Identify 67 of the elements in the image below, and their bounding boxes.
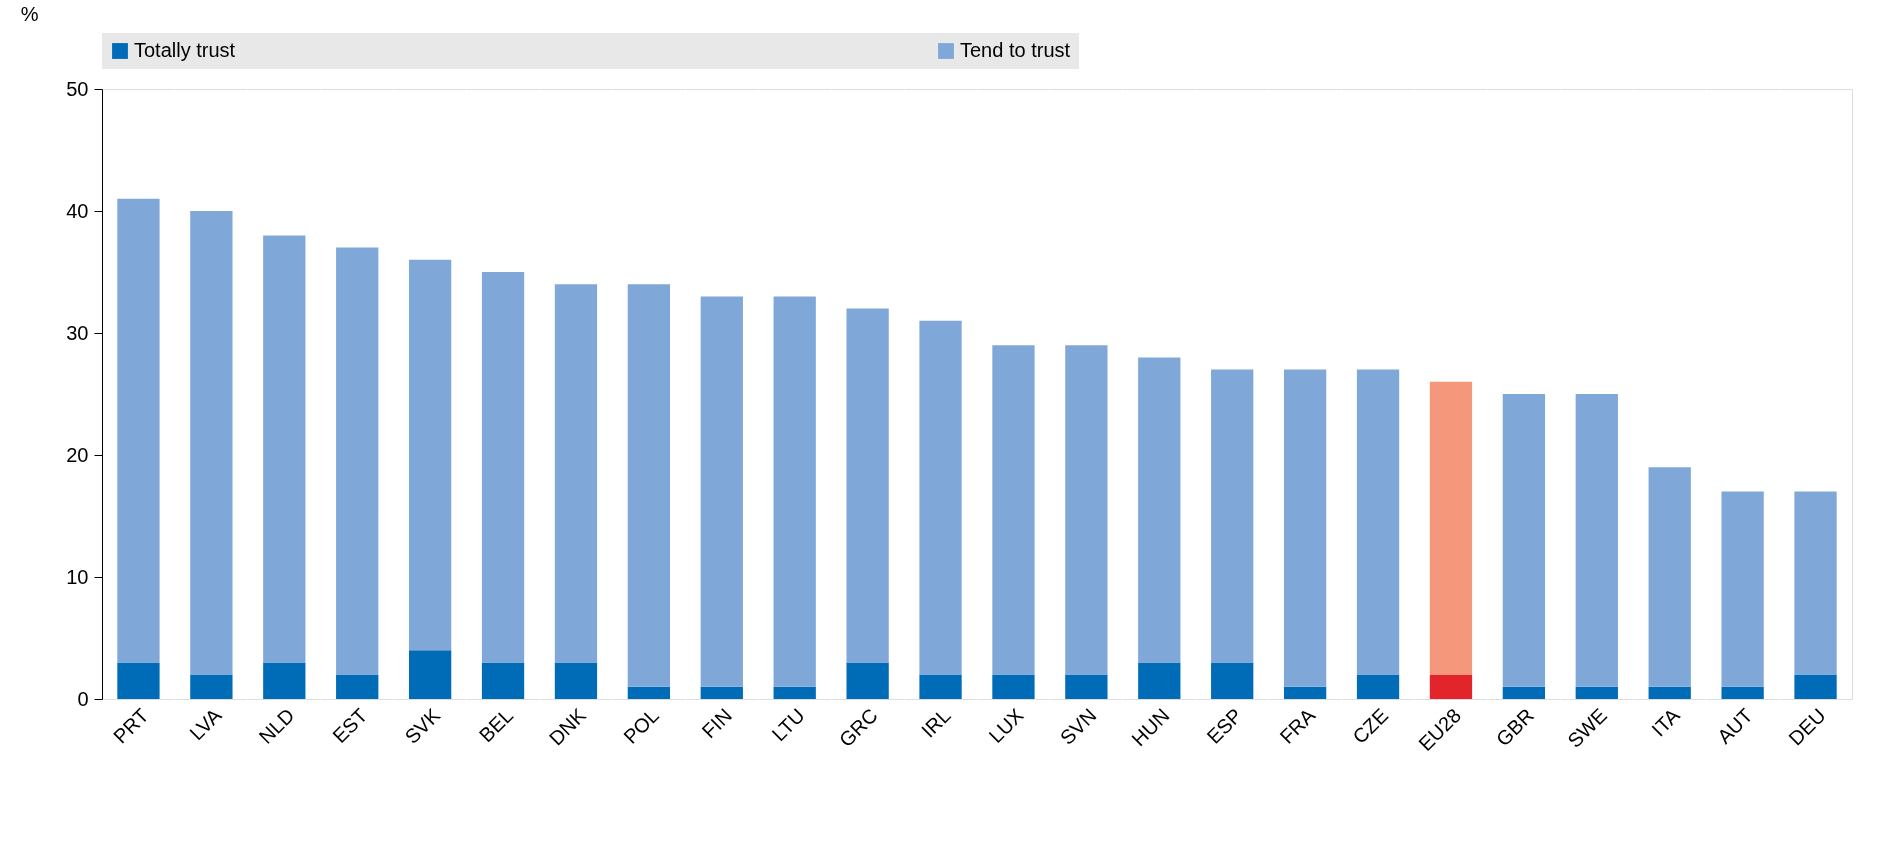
legend-label: Tend to trust <box>960 39 1071 61</box>
bar <box>408 650 452 699</box>
bar <box>992 674 1035 699</box>
bar <box>1721 686 1764 699</box>
x-tick-label: LVA <box>185 703 226 745</box>
bar <box>481 272 525 663</box>
bar <box>846 308 889 663</box>
bar <box>263 662 306 699</box>
y-axis-title: % <box>20 3 39 25</box>
y-tick-label: 30 <box>66 321 89 344</box>
bar <box>773 296 816 687</box>
bar <box>1648 467 1691 687</box>
x-tick-label: NLD <box>254 704 299 748</box>
bar <box>627 686 671 699</box>
bar <box>1648 686 1691 699</box>
bar <box>700 686 743 699</box>
x-tick-label: POL <box>619 704 664 748</box>
bar <box>1211 662 1254 699</box>
y-tick-label: 40 <box>66 199 89 222</box>
x-tick-label: CZE <box>1348 704 1393 748</box>
bar <box>117 662 160 699</box>
bar <box>1429 381 1473 675</box>
x-tick-label: BEL <box>474 704 518 747</box>
bar <box>627 284 671 687</box>
y-tick-label: 50 <box>66 77 89 100</box>
y-tick-label: 0 <box>77 687 89 710</box>
bar <box>1065 674 1108 699</box>
bar <box>336 674 379 699</box>
bar <box>263 235 306 663</box>
x-tick-label: FRA <box>1275 703 1320 748</box>
bar <box>1138 662 1181 699</box>
bar <box>1575 394 1618 687</box>
bar <box>481 662 525 699</box>
bar <box>1283 686 1327 699</box>
bar <box>919 320 962 675</box>
x-tick-label: IRL <box>917 704 955 742</box>
x-tick-label: ITA <box>1647 703 1685 741</box>
bar <box>190 211 233 675</box>
x-tick-label: LTU <box>767 704 809 746</box>
bar <box>190 674 233 699</box>
x-tick-label: FIN <box>697 704 736 743</box>
bar <box>1575 686 1618 699</box>
bar <box>846 662 889 699</box>
bar <box>117 198 160 663</box>
bar <box>336 247 379 675</box>
bar <box>700 296 743 687</box>
bar <box>408 259 452 651</box>
bar <box>1794 491 1837 675</box>
bar <box>992 345 1035 675</box>
bar <box>773 686 816 699</box>
bar <box>1794 674 1837 699</box>
bar <box>1429 674 1473 699</box>
bar <box>1138 357 1181 663</box>
bar <box>1211 369 1254 663</box>
bar <box>554 662 598 699</box>
y-tick-label: 10 <box>66 565 89 588</box>
bar <box>1502 686 1546 699</box>
bar <box>1065 345 1108 675</box>
bar <box>1721 491 1764 687</box>
y-tick-label: 20 <box>66 443 89 466</box>
bar <box>1356 369 1400 675</box>
bar <box>919 674 962 699</box>
legend-label: Totally trust <box>134 39 236 61</box>
bar <box>1356 674 1400 699</box>
bar <box>1283 369 1327 687</box>
bar <box>554 284 598 663</box>
bar <box>1502 394 1546 687</box>
